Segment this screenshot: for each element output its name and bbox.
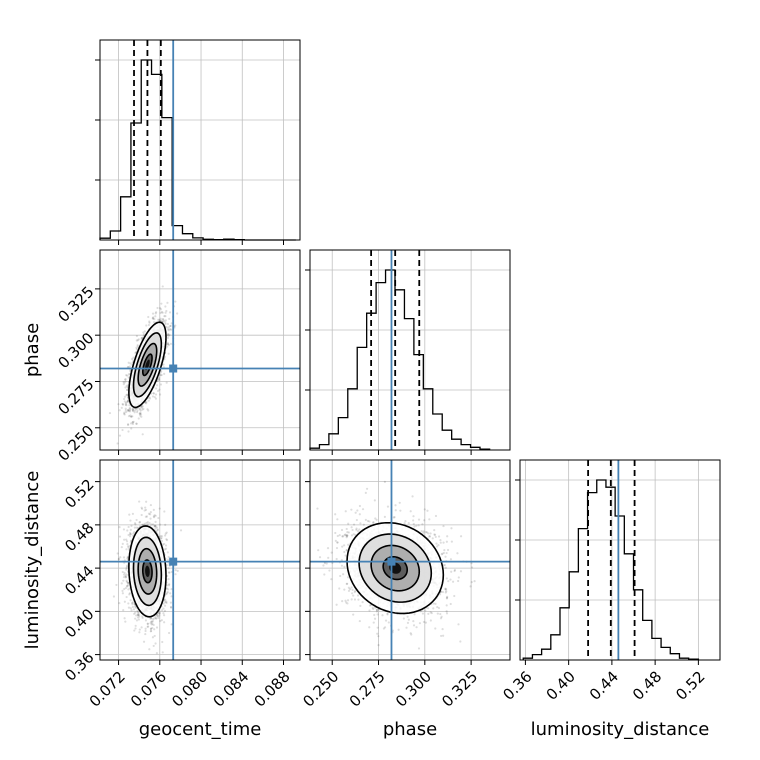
histogram-panel-phase (305, 249, 511, 455)
histogram-step (522, 479, 700, 660)
x-tick-label: 0.072 (86, 668, 129, 711)
panel-frame (519, 459, 721, 661)
y-tick-label: 0.300 (54, 329, 97, 372)
x-axis-title-phase: phase (383, 719, 437, 740)
density-contour (132, 536, 163, 607)
y-tick-label: 0.250 (54, 422, 97, 465)
y-tick-label: 0.325 (54, 283, 97, 326)
x-tick-label: 0.088 (251, 668, 294, 711)
y-tick-label: 0.40 (61, 605, 97, 641)
x-axis-title-luminosity-distance: luminosity_distance (531, 719, 710, 740)
x-tick-label: 0.48 (629, 668, 665, 704)
density-contour (370, 544, 421, 592)
y-tick-label: 0.52 (61, 475, 97, 511)
scatter-panel-phase-luminosity_distance: 0.250 0.275 0.300 0.325 (299, 459, 511, 711)
y-tick-label: 0.36 (61, 648, 97, 684)
density-contour (132, 332, 163, 398)
x-tick-label: 0.44 (586, 668, 622, 704)
truth-marker (169, 557, 178, 566)
x-tick-label: 0.275 (346, 668, 389, 711)
density-contour (137, 342, 158, 387)
histogram-panel-luminosity_distance: 0.36 0.40 0.44 0.48 0.52 (499, 459, 721, 704)
density-contour (128, 321, 167, 409)
panel-frame (99, 459, 301, 661)
scatter-points (108, 285, 179, 445)
histogram-step (309, 269, 491, 450)
y-tick-label: 0.48 (61, 519, 97, 555)
x-tick-label: 0.325 (438, 668, 481, 711)
x-tick-label: 0.250 (299, 668, 342, 711)
histogram-step (99, 59, 296, 241)
panel-frame (99, 249, 301, 451)
y-axis-title-phase: phase (22, 323, 43, 377)
x-tick-label: 0.36 (499, 668, 535, 704)
x-tick-label: 0.084 (209, 668, 252, 711)
truth-marker (387, 557, 396, 566)
panel-frame (309, 249, 511, 451)
panel-frame (309, 459, 511, 661)
scatter-points (316, 480, 476, 650)
density-contour (137, 547, 158, 595)
density-fill (145, 359, 150, 371)
y-axis-title-luminosity-distance: luminosity_distance (22, 471, 43, 650)
density-fill (145, 565, 150, 578)
x-tick-label: 0.40 (543, 668, 579, 704)
histogram-panel-geocent_time (95, 39, 301, 245)
density-contour (128, 525, 167, 618)
x-tick-label: 0.076 (127, 668, 170, 711)
y-tick-label: 0.44 (61, 562, 97, 598)
x-tick-label: 0.080 (168, 668, 211, 711)
scatter-points (112, 500, 183, 655)
density-contour (358, 533, 433, 603)
density-contour (382, 555, 409, 581)
y-tick-label: 0.275 (54, 375, 97, 418)
x-tick-label: 0.52 (672, 668, 708, 704)
x-tick-label: 0.300 (392, 668, 435, 711)
panel-frame (99, 39, 301, 241)
truth-marker (169, 364, 178, 373)
x-axis-title-geocent-time: geocent_time (139, 719, 262, 740)
